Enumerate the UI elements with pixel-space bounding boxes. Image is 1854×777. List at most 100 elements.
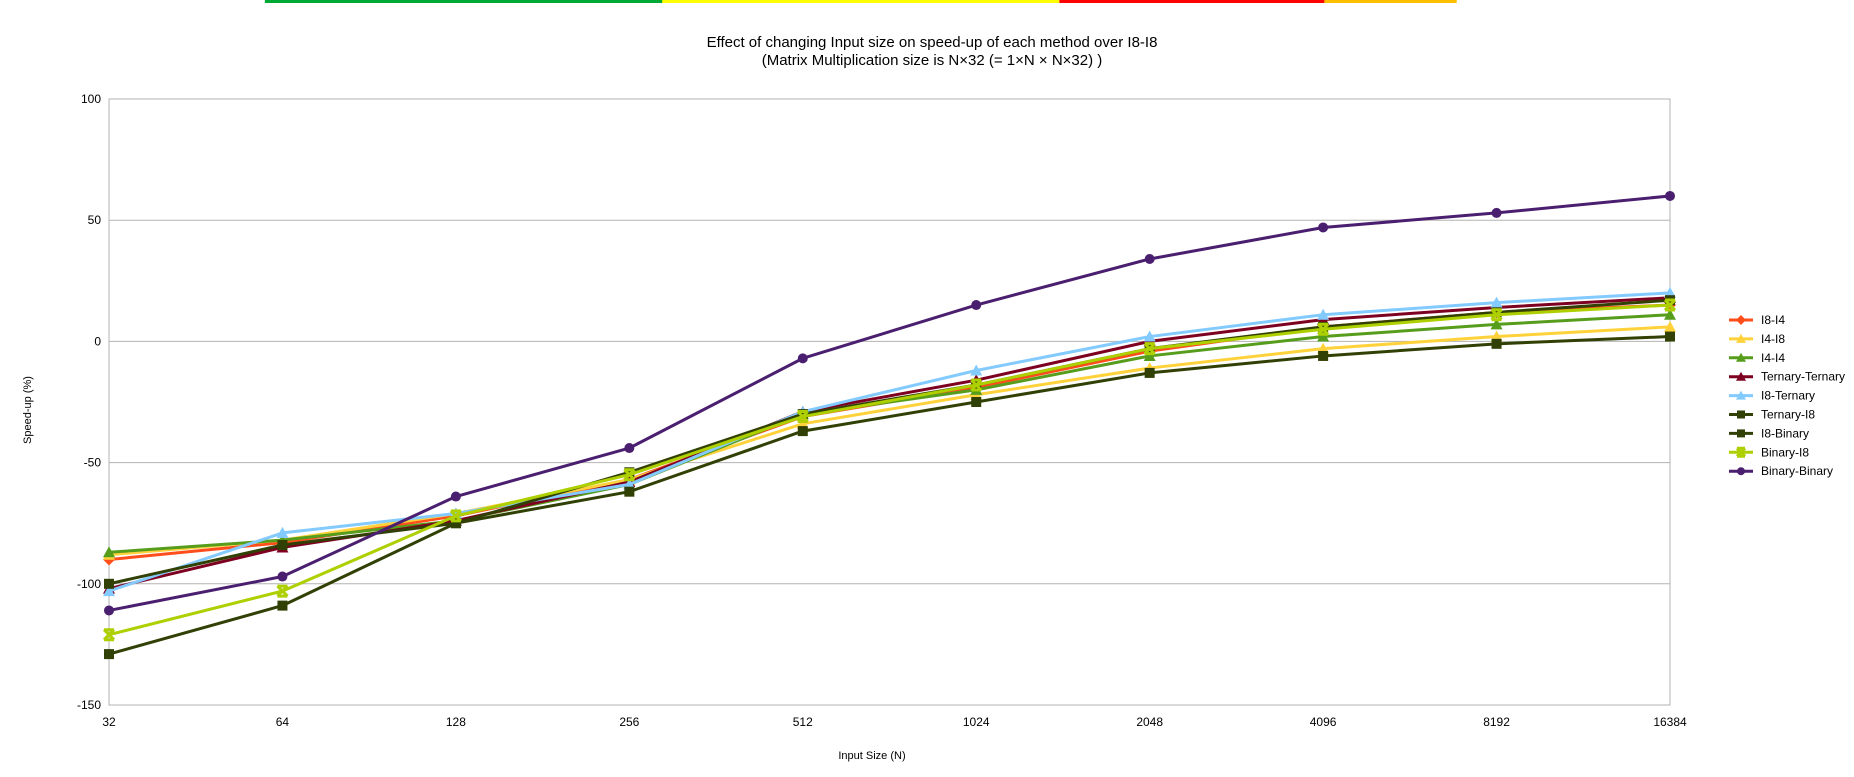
series-line	[108, 298, 1671, 586]
legend-item: I8-I4	[1729, 313, 1785, 327]
top-strip-segment	[1721, 0, 1854, 3]
data-point	[1317, 342, 1330, 354]
data-point	[1737, 410, 1745, 419]
data-point	[1736, 333, 1746, 343]
data-point	[1490, 330, 1503, 342]
data-point	[276, 584, 289, 598]
chart-title: Effect of changing Input size on speed-u…	[707, 34, 1158, 51]
data-point	[104, 649, 114, 660]
data-point	[103, 546, 115, 558]
data-point	[1737, 429, 1745, 438]
legend-item: Binary-I8	[1729, 445, 1809, 459]
data-point	[1317, 330, 1330, 342]
legend-label: Ternary-I8	[1761, 408, 1815, 422]
data-point	[797, 353, 808, 364]
series-line	[108, 291, 1671, 593]
y-axis-label: Speed-up (%)	[22, 376, 34, 444]
data-point	[1736, 315, 1746, 325]
y-tick-label: 0	[94, 334, 101, 348]
data-point	[623, 478, 636, 490]
series-line	[108, 303, 1671, 637]
data-point	[1318, 350, 1329, 361]
data-point	[971, 300, 982, 311]
series-i8-ternary	[103, 286, 1676, 597]
data-point	[104, 605, 114, 616]
y-tick-label: 50	[88, 213, 102, 227]
data-point	[624, 486, 635, 497]
top-strip-segment	[927, 0, 1060, 3]
data-point	[1735, 446, 1747, 458]
data-point	[1317, 308, 1330, 320]
data-point	[624, 443, 635, 454]
data-point	[1736, 352, 1746, 362]
data-point	[1490, 296, 1503, 308]
top-strip-segment	[1589, 0, 1723, 3]
x-tick-label: 4096	[1310, 715, 1337, 729]
data-point	[277, 571, 288, 582]
data-point	[1143, 330, 1156, 342]
data-point	[1665, 331, 1675, 342]
data-point	[1318, 321, 1329, 332]
data-point	[450, 518, 461, 529]
top-strip-segment	[0, 0, 133, 3]
data-point	[104, 578, 114, 589]
legend-label: Ternary-Ternary	[1761, 370, 1845, 384]
series-ternary-ternary	[103, 291, 1676, 594]
data-point	[450, 491, 461, 502]
data-point	[1664, 320, 1676, 332]
data-point	[1491, 207, 1502, 218]
x-tick-label: 32	[102, 715, 116, 729]
x-tick-label: 8192	[1483, 715, 1510, 729]
data-point	[449, 509, 462, 523]
data-point	[103, 585, 115, 597]
x-tick-label: 2048	[1136, 715, 1163, 729]
legend-label: I8-Binary	[1761, 426, 1809, 440]
legend-label: Binary-Binary	[1761, 464, 1833, 478]
legend: I8-I4 I4-I8 I4-I4 Ternary-Ternary I8-Ternary…	[1729, 313, 1845, 478]
data-point	[102, 628, 116, 642]
data-point	[277, 540, 288, 551]
data-point	[796, 417, 809, 429]
legend-label: I8-Ternary	[1761, 389, 1815, 403]
data-point	[277, 600, 288, 611]
legend-label: Binary-I8	[1761, 445, 1809, 459]
data-point	[1490, 308, 1503, 322]
data-point	[970, 364, 983, 376]
data-point	[1318, 222, 1329, 233]
top-strip-segment	[1059, 0, 1193, 3]
series-i8-binary	[104, 331, 1675, 660]
top-strip-segment	[794, 0, 928, 3]
x-tick-label: 128	[446, 715, 466, 729]
data-point	[1736, 371, 1746, 381]
data-point	[971, 397, 982, 407]
x-tick-label: 1024	[963, 715, 990, 729]
series-i4-i8	[103, 320, 1676, 560]
legend-item: I8-Binary	[1729, 426, 1809, 440]
legend-item: I8-Ternary	[1729, 389, 1815, 403]
legend-item: I4-I4	[1729, 351, 1785, 365]
data-point	[1664, 308, 1676, 320]
series-line	[108, 313, 1671, 554]
top-strip-segment	[397, 0, 531, 3]
legend-item: I4-I8	[1729, 332, 1785, 346]
data-point	[276, 526, 289, 538]
series-binary-i8	[102, 298, 1677, 642]
y-tick-label: -150	[77, 698, 101, 712]
top-strip-segment	[1191, 0, 1325, 3]
data-point	[1736, 390, 1746, 400]
series-line	[108, 194, 1671, 612]
legend-label: I8-I4	[1761, 313, 1785, 327]
data-point	[1737, 467, 1745, 476]
legend-item: Ternary-Ternary	[1729, 370, 1845, 384]
data-point	[1665, 190, 1675, 201]
top-strip-segment	[1324, 0, 1458, 3]
data-point	[1664, 286, 1676, 298]
top-strip-segment	[264, 0, 398, 3]
data-point	[1144, 367, 1155, 378]
data-point	[1143, 349, 1156, 361]
data-point	[623, 468, 636, 482]
series-line	[108, 335, 1671, 656]
data-point	[797, 409, 808, 420]
top-strip-segment	[529, 0, 663, 3]
